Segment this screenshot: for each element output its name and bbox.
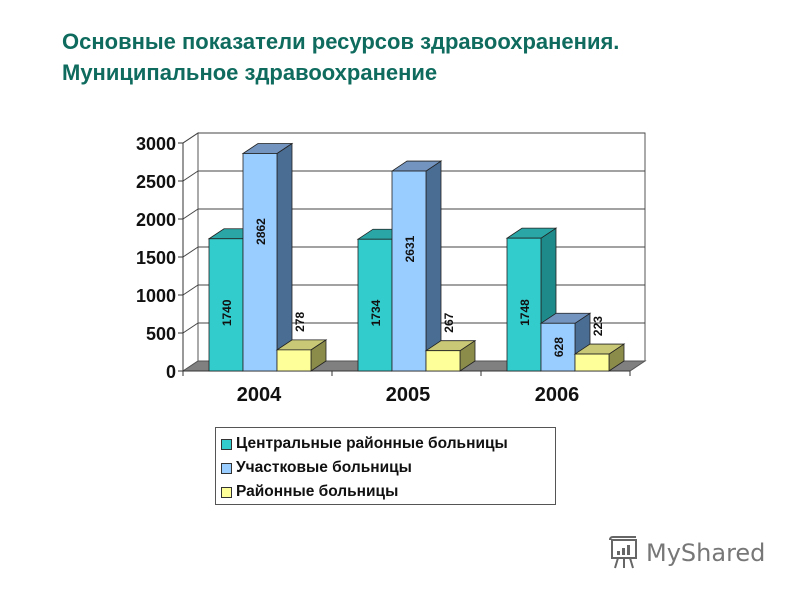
legend-item-central-hospitals: Центральные районные больницы xyxy=(216,432,555,456)
y-tick-label: 2000 xyxy=(136,210,176,230)
x-axis-labels: 2004 2005 2006 xyxy=(237,384,580,406)
y-tick-label: 1500 xyxy=(136,248,176,268)
bar: 2862 xyxy=(241,142,294,372)
data-label: 1748 xyxy=(518,299,532,326)
legend-swatch-blue xyxy=(221,462,232,474)
data-label: 628 xyxy=(552,337,566,357)
bar: 278 xyxy=(275,312,328,372)
data-label: 2862 xyxy=(254,218,268,245)
bar: 267 xyxy=(424,312,477,372)
category-label: 2004 xyxy=(237,384,282,406)
bar-series: 1740 2862 278 1734 2631 267 1748 628 223 xyxy=(207,142,626,372)
legend-label: Районные больницы xyxy=(236,483,399,500)
y-tick-label: 2500 xyxy=(136,172,176,192)
legend-swatch-teal xyxy=(221,438,232,450)
watermark: MyShared xyxy=(608,536,765,570)
category-label: 2006 xyxy=(535,384,580,406)
data-label: 1734 xyxy=(369,299,383,326)
y-tick-label: 0 xyxy=(166,362,176,382)
chart-legend: Центральные районные больницы Участковые… xyxy=(215,427,556,505)
x-axis xyxy=(182,370,631,376)
data-label: 2631 xyxy=(403,235,417,262)
title-line-1: Основные показатели ресурсов здравоохран… xyxy=(62,29,620,54)
y-tick-label: 500 xyxy=(146,324,176,344)
title-line-2: Муниципальное здравоохранение xyxy=(62,60,438,85)
y-tick-label: 1000 xyxy=(136,286,176,306)
data-label: 278 xyxy=(293,312,307,332)
data-label: 267 xyxy=(442,312,456,332)
data-label: 223 xyxy=(591,316,605,336)
legend-label: Участковые больницы xyxy=(236,459,412,476)
watermark-text: MyShared xyxy=(646,539,766,567)
legend-label: Центральные районные больницы xyxy=(236,435,508,452)
presentation-board-icon xyxy=(609,536,637,569)
bar: 2631 xyxy=(390,160,443,372)
slide-title: Основные показатели ресурсов здравоохран… xyxy=(62,26,619,88)
legend-swatch-yellow xyxy=(221,486,232,498)
legend-item-district-hospitals: Участковые больницы xyxy=(216,456,555,480)
category-label: 2005 xyxy=(386,384,431,406)
bar: 223 xyxy=(573,316,626,372)
y-tick-label: 3000 xyxy=(136,134,176,154)
data-label: 1740 xyxy=(220,299,234,326)
y-axis: 0 500 1000 1500 2000 2500 3000 xyxy=(136,134,184,382)
legend-item-regional-hospitals: Районные больницы xyxy=(216,480,555,504)
